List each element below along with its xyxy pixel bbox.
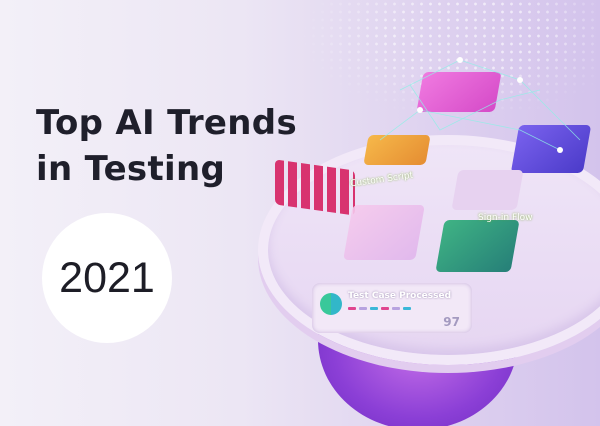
progress-dots (348, 307, 411, 310)
year-text: 2021 (59, 253, 155, 302)
sign-in-flow-label: Sign-in Flow (478, 213, 533, 223)
year-badge: 2021 (42, 213, 172, 343)
headline-line-1: Top AI Trends (36, 103, 297, 143)
status-label: Test Case Processed (348, 291, 452, 301)
processed-count: 97 (443, 315, 460, 329)
headline-line-2: in Testing (36, 149, 226, 189)
status-screen: Test Case Processed 97 (312, 283, 472, 333)
headline: Top AI Trends in Testing (36, 100, 297, 192)
app-logo-icon (320, 293, 342, 315)
